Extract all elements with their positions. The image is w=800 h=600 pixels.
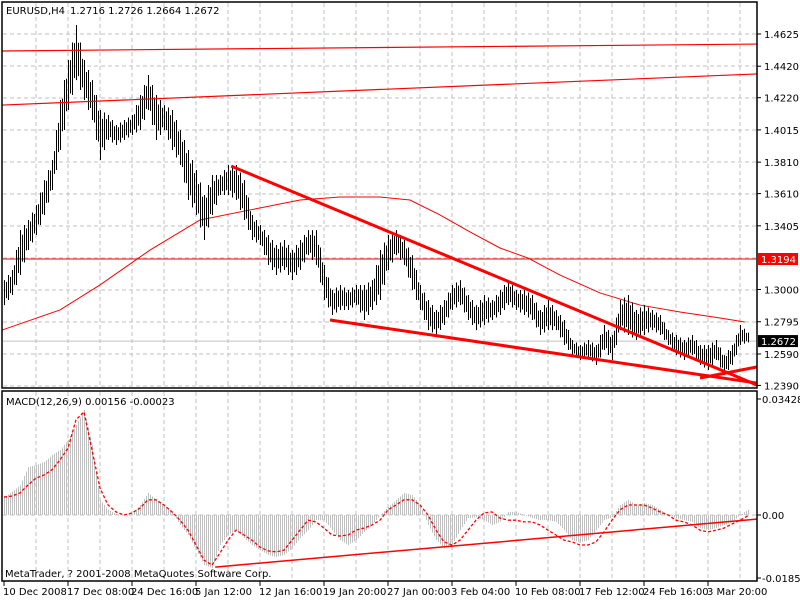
price-tick-label: 1.4015 (764, 126, 799, 137)
symbol-label: EURUSD,H4 (6, 6, 65, 17)
time-tick-label: 17 Feb 12:00 (579, 587, 645, 598)
main-panel-frame (1, 1, 758, 389)
time-tick-label: 3 Mar 20:00 (707, 587, 767, 598)
time-tick-label: 3 Feb 04:00 (451, 587, 510, 598)
copyright-label: MetaTrader, ? 2001-2008 MetaQuotes Softw… (5, 569, 271, 580)
trendlines[interactable] (1, 43, 758, 387)
marked-level-label-box (758, 253, 798, 265)
price-tick-label: 1.2390 (764, 381, 799, 392)
price-tick-label: 1.3000 (764, 286, 799, 297)
panel-frames (1, 1, 758, 582)
bid-price-label: 1.2672 (761, 337, 796, 348)
price-tick-label: 1.3405 (764, 222, 799, 233)
macd-label: MACD(12,26,9) 0.00156 -0.00023 (6, 397, 175, 408)
price-bars (4, 25, 749, 376)
time-tick-label: 19 Jan 20:00 (323, 587, 386, 598)
macd-indicator (3, 409, 757, 569)
time-tick-label: 17 Dec 08:00 (67, 587, 134, 598)
price-tick-label: 1.4420 (764, 62, 799, 73)
grid (3, 3, 756, 580)
time-tick-label: 12 Jan 16:00 (259, 587, 322, 598)
trendline (230, 164, 758, 387)
time-tick-label: 10 Dec 2008 (3, 587, 67, 598)
macd-trendline (215, 518, 757, 568)
macd-panel-frame (1, 390, 758, 582)
trendline (329, 318, 758, 385)
time-tick-label: 24 Dec 16:00 (131, 587, 198, 598)
time-tick-label: 27 Jan 00:00 (387, 587, 450, 598)
trendline (699, 365, 758, 380)
price-tick-label: 1.3610 (764, 190, 799, 201)
moving-average-line (1, 196, 745, 331)
price-tick-label: 1.3810 (764, 158, 799, 169)
price-tick-label: 1.4220 (764, 94, 799, 105)
trendline (1, 43, 757, 52)
time-tick-label: 5 Jan 12:00 (195, 587, 252, 598)
axes: 1.4625 1.4420 1.4220 1.4015 1.3810 1.3610 1.34… (3, 30, 800, 598)
time-tick-label: 10 Feb 08:00 (515, 587, 581, 598)
ohlc-label: 1.2716 1.2726 1.2664 1.2672 (70, 6, 220, 17)
price-tick-label: 1.4625 (764, 30, 799, 41)
marked-level-label: 1.3194 (761, 255, 796, 266)
macd-signal-line (3, 410, 749, 566)
price-tick-label: 1.2795 (764, 318, 799, 329)
trendline (1, 73, 757, 106)
macd-tick-label: -0.01853 (762, 574, 800, 585)
time-tick-label: 24 Feb 16:00 (643, 587, 709, 598)
bid-price-label-box (758, 335, 798, 348)
price-tick-label: 1.2590 (764, 350, 799, 361)
macd-tick-label: 0.00 (762, 511, 784, 522)
price-overlays (1, 196, 756, 342)
macd-tick-label: 0.03428 (762, 395, 800, 406)
